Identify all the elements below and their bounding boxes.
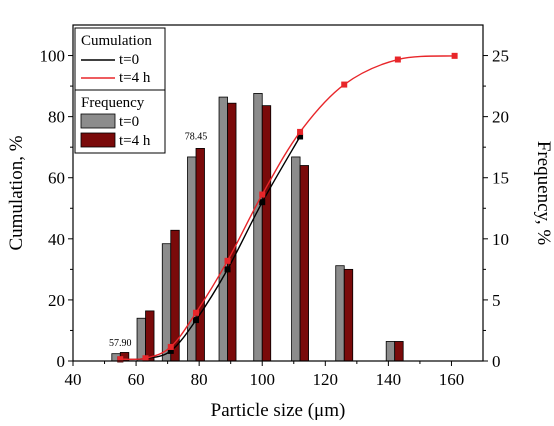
cumulation-line xyxy=(120,55,455,361)
cumulation-point xyxy=(167,343,174,350)
right-y-tick-label: 5 xyxy=(492,291,501,310)
cumulation-legend-label: t=4 h xyxy=(119,70,151,86)
frequency-legend-swatch xyxy=(80,132,116,148)
frequency-bar xyxy=(343,268,354,362)
x-tick-label: 60 xyxy=(128,370,145,389)
frequency-bar xyxy=(218,96,228,362)
cumulation-point xyxy=(394,56,401,63)
x-tick-label: 160 xyxy=(439,370,465,389)
cumulation-point xyxy=(259,199,266,206)
right-y-tick-label: 20 xyxy=(492,108,509,127)
data-annotation: 57.90 xyxy=(109,338,132,349)
frequency-bar xyxy=(253,93,263,362)
cumulation-legend-label: t=0 xyxy=(119,52,139,68)
right-y-tick-label: 0 xyxy=(492,352,501,371)
frequency-bar xyxy=(145,310,155,362)
frequency-bar xyxy=(161,243,172,362)
cumulation-point xyxy=(167,347,174,354)
frequency-bar xyxy=(227,102,237,362)
cumulation-point xyxy=(341,81,348,88)
left-y-tick-label: 40 xyxy=(48,230,65,249)
left-y-axis-label: Cumulation, % xyxy=(6,135,27,250)
frequency-legend-swatch xyxy=(80,113,116,129)
x-tick-label: 100 xyxy=(249,370,275,389)
left-y-tick-label: 20 xyxy=(48,291,65,310)
cumulation-point xyxy=(224,257,231,264)
cumulation-point xyxy=(259,191,266,198)
frequency-bar xyxy=(335,265,345,362)
cumulation-point xyxy=(224,266,231,273)
cumulation-point xyxy=(297,128,304,135)
annotations: 57.90 78.45 xyxy=(109,132,207,349)
frequency-legend-title: Frequency xyxy=(81,95,145,111)
cumulation-legend-box xyxy=(74,27,166,91)
x-tick-label: 40 xyxy=(65,370,82,389)
cumulation-point xyxy=(297,133,304,140)
right-y-axis-label: Frequency, % xyxy=(533,141,554,245)
frequency-legend-label: t=0 xyxy=(119,114,139,130)
x-tick-label: 140 xyxy=(376,370,402,389)
frequency-bar xyxy=(136,317,146,362)
cumulation-point xyxy=(117,356,124,363)
frequency-bar xyxy=(385,341,396,362)
cumulation-point xyxy=(193,309,199,316)
data-annotation: 78.45 xyxy=(185,132,208,143)
frequency-bars xyxy=(111,93,404,362)
x-axis-label: Particle size (μm) xyxy=(211,400,346,421)
cumulation-point xyxy=(451,52,458,59)
left-y-tick-label: 80 xyxy=(48,108,65,127)
left-y-tick-label: 60 xyxy=(48,169,65,188)
frequency-bar xyxy=(299,165,309,362)
left-y-tick-label: 100 xyxy=(40,47,66,66)
axes: 40 60 80 100 120 140 160 0 20 40 60 80 100 0 5 10 15 20 25 xyxy=(40,47,510,389)
left-y-tick-label: 0 xyxy=(57,352,66,371)
x-tick-label: 120 xyxy=(313,370,339,389)
frequency-bar xyxy=(291,156,301,362)
cumulation-curves xyxy=(117,52,458,363)
x-tick-label: 80 xyxy=(191,370,208,389)
cumulation-point xyxy=(142,355,149,362)
right-y-tick-label: 15 xyxy=(492,169,509,188)
plot-frame xyxy=(72,24,484,362)
frequency-bar xyxy=(261,105,272,362)
frequency-bar xyxy=(394,341,404,362)
right-y-tick-label: 10 xyxy=(492,230,509,249)
legend: Cumulation t=0 t=4 h Frequency t=0 t=4 h xyxy=(74,27,166,154)
right-y-tick-label: 25 xyxy=(492,47,509,66)
cumulation-point xyxy=(193,317,199,324)
frequency-legend-label: t=4 h xyxy=(119,133,151,149)
cumulation-legend-title: Cumulation xyxy=(81,33,152,49)
frequency-bar xyxy=(195,148,205,362)
frequency-bar xyxy=(170,229,180,362)
